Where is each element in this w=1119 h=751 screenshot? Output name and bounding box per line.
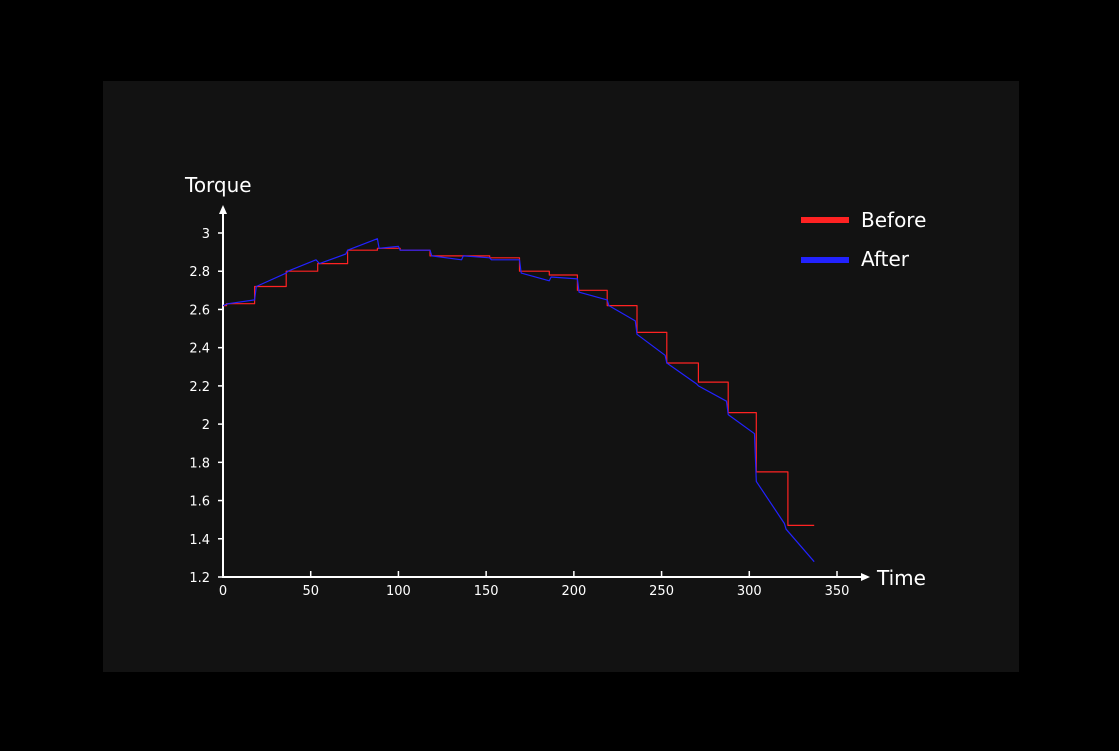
y-tick-label: 2.2 bbox=[189, 380, 210, 395]
x-tick-label: 0 bbox=[219, 584, 227, 599]
x-tick-label: 200 bbox=[561, 584, 586, 599]
x-axis-arrow-icon bbox=[861, 573, 870, 581]
legend-label-before: Before bbox=[861, 208, 926, 232]
series-line-before bbox=[223, 247, 815, 526]
y-tick-label: 1.8 bbox=[189, 456, 210, 471]
y-tick-label: 3 bbox=[202, 227, 210, 242]
axes bbox=[219, 205, 870, 581]
x-tick-label: 150 bbox=[474, 584, 499, 599]
x-ticks: 0 50 100 150 200 250 300 350 bbox=[219, 571, 850, 599]
x-tick-label: 50 bbox=[302, 584, 319, 599]
legend-swatch-before bbox=[801, 217, 849, 223]
y-axis-arrow-icon bbox=[219, 205, 227, 214]
series-line-after bbox=[222, 238, 815, 563]
line-chart: 1.2 1.4 1.6 1.8 2 2.2 2.4 2.6 2.8 3 0 50 100 150 200 2… bbox=[184, 173, 926, 599]
y-tick-label: 2.4 bbox=[189, 342, 210, 357]
legend: Before After bbox=[801, 208, 926, 271]
series-layer bbox=[222, 238, 815, 563]
y-tick-label: 1.4 bbox=[189, 533, 210, 548]
chart-panel: 1.2 1.4 1.6 1.8 2 2.2 2.4 2.6 2.8 3 0 50 100 150 200 2… bbox=[103, 81, 1019, 672]
y-tick-label: 1.2 bbox=[189, 571, 210, 586]
legend-swatch-after bbox=[801, 257, 849, 263]
legend-item-after: After bbox=[801, 247, 910, 271]
legend-label-after: After bbox=[861, 247, 910, 271]
x-tick-label: 300 bbox=[737, 584, 762, 599]
y-ticks: 1.2 1.4 1.6 1.8 2 2.2 2.4 2.6 2.8 3 bbox=[189, 227, 223, 586]
x-tick-label: 100 bbox=[386, 584, 411, 599]
y-tick-label: 2.6 bbox=[189, 303, 210, 318]
y-axis-title: Torque bbox=[184, 173, 252, 197]
legend-item-before: Before bbox=[801, 208, 926, 232]
y-tick-label: 2.8 bbox=[189, 265, 210, 280]
x-axis-title: Time bbox=[876, 566, 926, 590]
x-tick-label: 350 bbox=[825, 584, 850, 599]
x-tick-label: 250 bbox=[649, 584, 674, 599]
y-tick-label: 1.6 bbox=[189, 495, 210, 510]
y-tick-label: 2 bbox=[202, 418, 210, 433]
